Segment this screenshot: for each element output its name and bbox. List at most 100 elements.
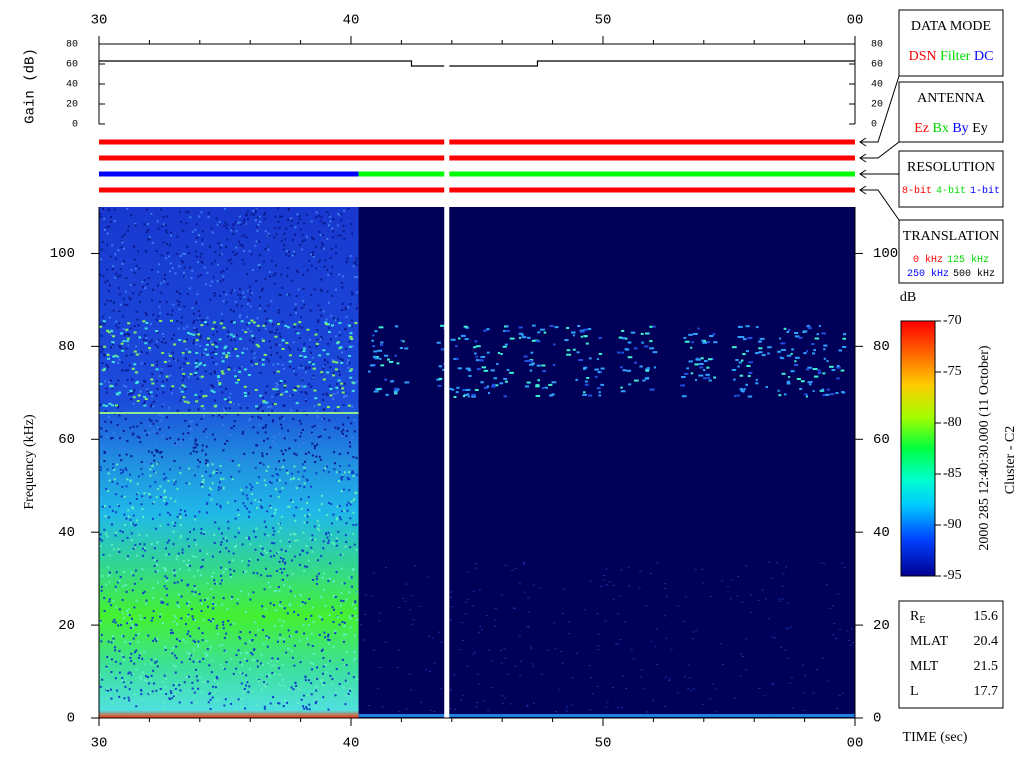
texture: [297, 348, 300, 351]
texture: [140, 422, 143, 425]
texture: [273, 554, 276, 557]
texture: [232, 552, 235, 555]
texture: [140, 362, 143, 365]
emission: [132, 396, 136, 399]
texture: [254, 634, 257, 637]
emission: [543, 331, 547, 334]
texture: [241, 245, 244, 248]
emission: [579, 330, 585, 333]
emission: [286, 326, 290, 329]
texture: [116, 463, 119, 466]
texture: [181, 460, 184, 463]
texture: [328, 613, 331, 616]
texture: [288, 365, 291, 368]
emission: [786, 330, 790, 333]
texture: [197, 310, 200, 313]
noise: [676, 692, 679, 694]
texture: [353, 430, 356, 433]
texture: [104, 380, 107, 383]
emission: [220, 370, 224, 373]
emission: [150, 378, 154, 381]
texture: [212, 276, 215, 279]
emission: [697, 327, 700, 330]
texture: [261, 605, 264, 608]
noise: [617, 643, 620, 645]
texture: [232, 622, 235, 625]
texture: [271, 440, 274, 443]
noise: [664, 588, 667, 590]
texture: [251, 364, 254, 367]
texture: [114, 649, 117, 652]
texture: [275, 472, 278, 475]
emission: [531, 339, 536, 342]
texture: [122, 469, 125, 472]
texture: [114, 646, 117, 649]
texture: [116, 437, 119, 440]
texture: [201, 474, 204, 477]
texture: [245, 684, 248, 687]
texture: [117, 624, 120, 627]
noise: [372, 649, 375, 651]
texture: [156, 331, 159, 334]
emission: [583, 366, 588, 369]
texture: [104, 515, 107, 518]
texture: [165, 438, 168, 441]
texture: [183, 266, 186, 269]
texture: [327, 708, 330, 711]
texture: [211, 555, 214, 558]
texture: [119, 274, 122, 277]
texture: [130, 571, 133, 574]
texture: [248, 668, 251, 671]
legend-title: DATA MODE: [911, 19, 991, 34]
texture: [240, 697, 243, 700]
texture: [128, 688, 131, 691]
texture: [108, 479, 111, 482]
texture: [285, 469, 288, 472]
texture: [119, 575, 122, 578]
texture: [240, 305, 243, 308]
texture: [112, 620, 115, 623]
texture: [219, 663, 222, 666]
noise: [487, 649, 490, 651]
noise: [779, 646, 782, 648]
noise: [589, 580, 592, 582]
emission: [116, 355, 120, 358]
emission: [142, 320, 146, 323]
texture: [350, 576, 353, 579]
noise: [540, 673, 543, 675]
texture: [150, 674, 153, 677]
texture: [281, 578, 284, 581]
texture: [138, 533, 141, 536]
texture: [308, 259, 311, 262]
emission: [400, 339, 403, 342]
texture: [327, 273, 330, 276]
texture: [120, 495, 123, 498]
texture: [274, 589, 277, 592]
texture: [243, 657, 246, 660]
texture: [334, 595, 337, 598]
texture: [338, 470, 341, 473]
legend-item: Ez: [914, 121, 929, 136]
emission: [701, 339, 705, 342]
colorbar: [900, 320, 936, 577]
texture: [237, 698, 240, 701]
emission: [523, 355, 528, 358]
texture: [124, 584, 127, 587]
texture: [331, 678, 334, 681]
noise: [523, 562, 526, 564]
texture: [275, 569, 278, 572]
texture: [105, 665, 108, 668]
noise: [789, 682, 792, 684]
texture: [260, 552, 263, 555]
texture: [179, 515, 182, 518]
texture: [218, 644, 221, 647]
texture: [236, 304, 239, 307]
texture: [212, 433, 215, 436]
texture: [287, 647, 290, 650]
emission: [293, 323, 297, 326]
texture: [164, 648, 167, 651]
emission: [227, 351, 231, 354]
texture: [109, 333, 112, 336]
noise: [701, 568, 704, 570]
texture: [242, 218, 245, 221]
